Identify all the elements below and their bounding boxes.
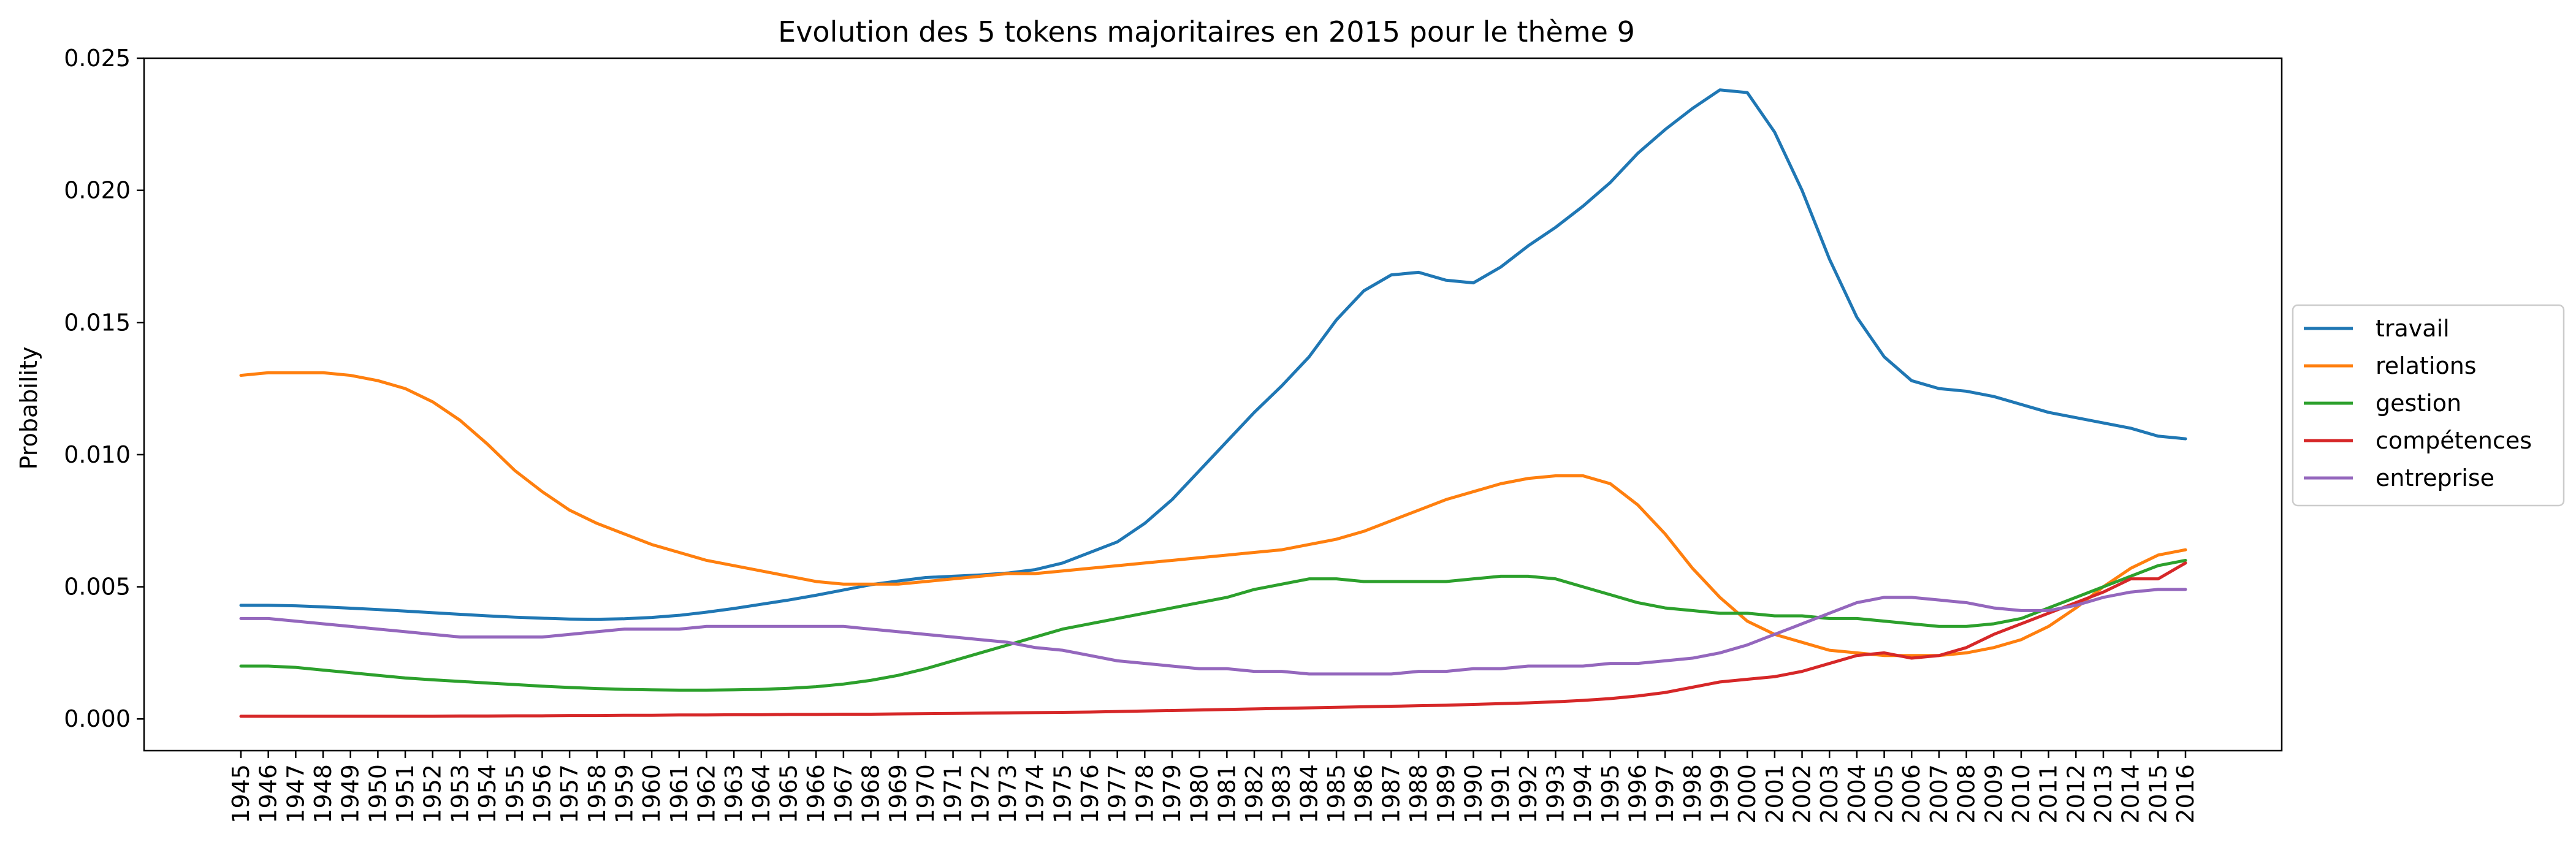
series-line-compétences xyxy=(239,561,2187,718)
x-tick-label: 1957 xyxy=(556,764,583,824)
x-tick-label: 2009 xyxy=(1980,764,2007,824)
x-tick-label: 1980 xyxy=(1186,764,1213,824)
x-tick-label: 2014 xyxy=(2117,764,2144,824)
legend-label-compétences: compétences xyxy=(2376,427,2532,454)
x-tick-label: 2010 xyxy=(2008,764,2035,824)
legend-label-travail: travail xyxy=(2376,315,2450,342)
x-tick-label: 1997 xyxy=(1652,764,1679,824)
x-tick-label: 1958 xyxy=(584,764,611,824)
x-tick-label: 1984 xyxy=(1295,764,1322,824)
legend: travail relations gestion compétences entrep… xyxy=(2292,304,2565,507)
series-line-entreprise xyxy=(239,588,2187,676)
x-tick-label: 1953 xyxy=(446,764,473,824)
x-tick-label: 2004 xyxy=(1843,764,1870,824)
x-tick-label: 1996 xyxy=(1624,764,1651,824)
x-tick-label: 1951 xyxy=(392,764,419,824)
x-tick-label: 1954 xyxy=(474,764,501,824)
x-tick-label: 1982 xyxy=(1241,764,1268,824)
x-tick-label: 1989 xyxy=(1433,764,1460,824)
y-tick-label: 0.000 xyxy=(64,705,131,732)
x-tick-label: 1967 xyxy=(830,764,857,824)
x-tick-label: 1968 xyxy=(858,764,885,824)
y-tick-label: 0.015 xyxy=(64,309,131,336)
x-tick-label: 2008 xyxy=(1953,764,1980,824)
x-tick-label: 1975 xyxy=(1049,764,1076,824)
x-tick-label: 1947 xyxy=(282,764,309,824)
x-tick-label: 1993 xyxy=(1542,764,1569,824)
x-tick-label: 1976 xyxy=(1077,764,1103,824)
x-tick-label: 1966 xyxy=(802,764,829,824)
x-tick-label: 1983 xyxy=(1268,764,1295,824)
x-tick-label: 1988 xyxy=(1405,764,1432,824)
x-tick-label: 1956 xyxy=(528,764,555,824)
x-tick-label: 1981 xyxy=(1213,764,1240,824)
x-tick-label: 1969 xyxy=(885,764,912,824)
x-tick-label: 1971 xyxy=(940,764,967,824)
x-tick-label: 1959 xyxy=(611,764,638,824)
x-tick-label: 1974 xyxy=(1022,764,1049,824)
x-tick-label: 1949 xyxy=(337,764,364,824)
x-tick-label: 1961 xyxy=(666,764,693,824)
legend-label-entreprise: entreprise xyxy=(2376,464,2494,491)
legend-label-relations: relations xyxy=(2376,352,2477,379)
x-tick-label: 1995 xyxy=(1597,764,1624,824)
x-tick-label: 1952 xyxy=(419,764,446,824)
x-tick-label: 1963 xyxy=(720,764,747,824)
x-tick-label: 2015 xyxy=(2144,764,2171,824)
x-tick-label: 2005 xyxy=(1871,764,1898,824)
x-tick-label: 2013 xyxy=(2090,764,2117,824)
y-tick-label: 0.025 xyxy=(64,45,131,72)
x-tick-label: 1991 xyxy=(1487,764,1514,824)
x-tick-label: 1962 xyxy=(693,764,720,824)
x-tick-label: 1985 xyxy=(1323,764,1350,824)
x-tick-label: 2011 xyxy=(2035,764,2062,824)
x-tick-label: 1970 xyxy=(912,764,939,824)
x-tick-label: 1973 xyxy=(994,764,1021,824)
series-line-gestion xyxy=(239,558,2187,692)
x-tick-label: 2007 xyxy=(1926,764,1953,824)
x-tick-label: 1950 xyxy=(364,764,391,824)
x-tick-label: 1965 xyxy=(775,764,802,824)
x-tick-label: 1972 xyxy=(967,764,994,824)
axes-frame xyxy=(143,57,2283,752)
x-tick-label: 1978 xyxy=(1131,764,1158,824)
y-axis-title: Probability xyxy=(15,347,42,470)
x-tick-label: 1960 xyxy=(638,764,665,824)
legend-frame xyxy=(2292,304,2565,507)
x-tick-label: 1964 xyxy=(748,764,775,824)
series-line-relations xyxy=(239,371,2187,658)
x-tick-label: 2003 xyxy=(1816,764,1843,824)
x-tick-label: 1999 xyxy=(1707,764,1734,824)
x-tick-label: 2006 xyxy=(1898,764,1925,824)
x-tick-label: 1987 xyxy=(1378,764,1404,824)
x-tick-label: 1990 xyxy=(1460,764,1487,824)
x-tick-label: 1994 xyxy=(1569,764,1596,824)
x-tick-label: 2001 xyxy=(1761,764,1788,824)
x-tick-label: 1979 xyxy=(1159,764,1186,824)
x-tick-label: 1986 xyxy=(1351,764,1378,824)
x-tick-label: 1955 xyxy=(501,764,528,824)
x-tick-label: 1945 xyxy=(227,764,254,824)
x-tick-label: 1977 xyxy=(1104,764,1131,824)
x-tick-label: 2002 xyxy=(1789,764,1816,824)
x-tick-label: 1998 xyxy=(1679,764,1706,824)
legend-label-gestion: gestion xyxy=(2376,390,2461,417)
x-tick-label: 2012 xyxy=(2062,764,2089,824)
x-tick-label: 1948 xyxy=(310,764,337,824)
y-tick-label: 0.020 xyxy=(64,177,131,204)
x-tick-label: 2000 xyxy=(1734,764,1761,824)
chart-title: Evolution des 5 tokens majoritaires en 2… xyxy=(778,15,1635,48)
x-tick-label: 2016 xyxy=(2172,764,2199,824)
x-tick-label: 1946 xyxy=(255,764,282,824)
series-line-travail xyxy=(239,88,2187,621)
y-tick-label: 0.010 xyxy=(64,441,131,468)
y-tick-label: 0.005 xyxy=(64,574,131,601)
x-tick-label: 1992 xyxy=(1515,764,1542,824)
